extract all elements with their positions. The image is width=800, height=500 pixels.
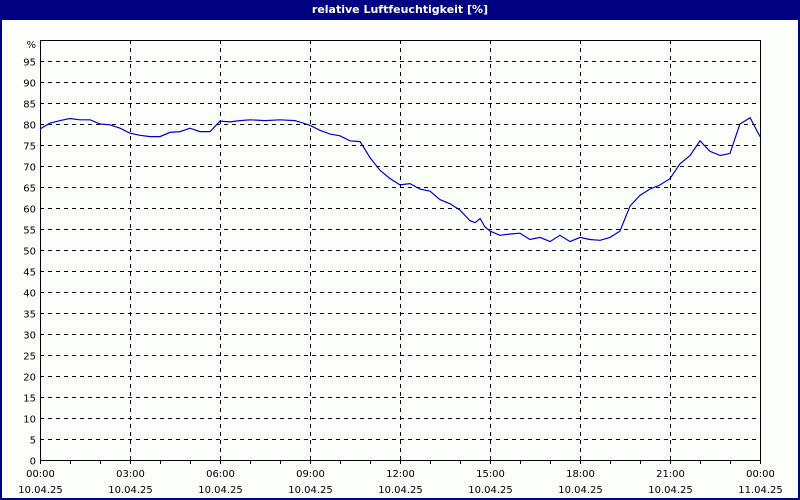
y-tick-label: 20: [23, 373, 36, 384]
y-tick-label: 50: [23, 247, 36, 258]
y-tick-label: 80: [23, 121, 36, 132]
y-tick-label: 25: [23, 352, 36, 363]
x-tick-time-label: 03:00: [116, 469, 145, 480]
y-tick-label: 90: [23, 79, 36, 90]
y-tick-label: 15: [23, 394, 36, 405]
x-tick-time-label: 18:00: [566, 469, 595, 480]
y-tick-label: 5: [30, 436, 36, 447]
plot-frame: [40, 40, 761, 461]
x-tick-date-label: 10.04.25: [198, 485, 243, 496]
x-tick-date-label: 10.04.25: [108, 485, 153, 496]
y-tick-label: 30: [23, 331, 36, 342]
x-tick-time-label: 00:00: [26, 469, 55, 480]
x-tick-date-label: 10.04.25: [18, 485, 63, 496]
y-axis-unit-label: %: [26, 40, 36, 51]
x-tick-date-label: 10.04.25: [558, 485, 603, 496]
x-tick-date-label: 10.04.25: [648, 485, 693, 496]
y-tick-label: 10: [23, 415, 36, 426]
x-tick-time-label: 00:00: [746, 469, 775, 480]
y-tick-label: 0: [30, 457, 36, 468]
y-tick-label: 40: [23, 289, 36, 300]
y-tick-label: 65: [23, 184, 36, 195]
humidity-series-line: [39, 116, 761, 243]
x-tick-time-label: 09:00: [296, 469, 325, 480]
x-tick-date-label: 10.04.25: [288, 485, 333, 496]
y-tick-label: 55: [23, 226, 36, 237]
y-tick-label: 45: [23, 268, 36, 279]
x-tick-time-label: 06:00: [206, 469, 235, 480]
humidity-line-chart: 0 5 10 15 20 25 30 35 40 45 50 55 60 65 70 75 80 85 90 95% 0…: [18, 40, 783, 496]
y-tick-label: 70: [23, 163, 36, 174]
x-tick-time-label: 12:00: [386, 469, 415, 480]
window-title: relative Luftfeuchtigkeit [%]: [0, 0, 800, 20]
y-tick-label: 35: [23, 310, 36, 321]
x-tick-date-label: 10.04.25: [468, 485, 513, 496]
x-tick-date-label: 10.04.25: [378, 485, 423, 496]
y-tick-label: 75: [23, 142, 36, 153]
chart-area: 0 5 10 15 20 25 30 35 40 45 50 55 60 65 70 75 80 85 90 95% 0…: [2, 20, 798, 498]
x-tick-time-label: 15:00: [476, 469, 505, 480]
y-tick-label: 60: [23, 205, 36, 216]
y-tick-label: 95: [23, 58, 36, 69]
x-tick-time-label: 21:00: [656, 469, 685, 480]
y-tick-label: 85: [23, 100, 36, 111]
x-tick-date-label: 11.04.25: [738, 485, 783, 496]
